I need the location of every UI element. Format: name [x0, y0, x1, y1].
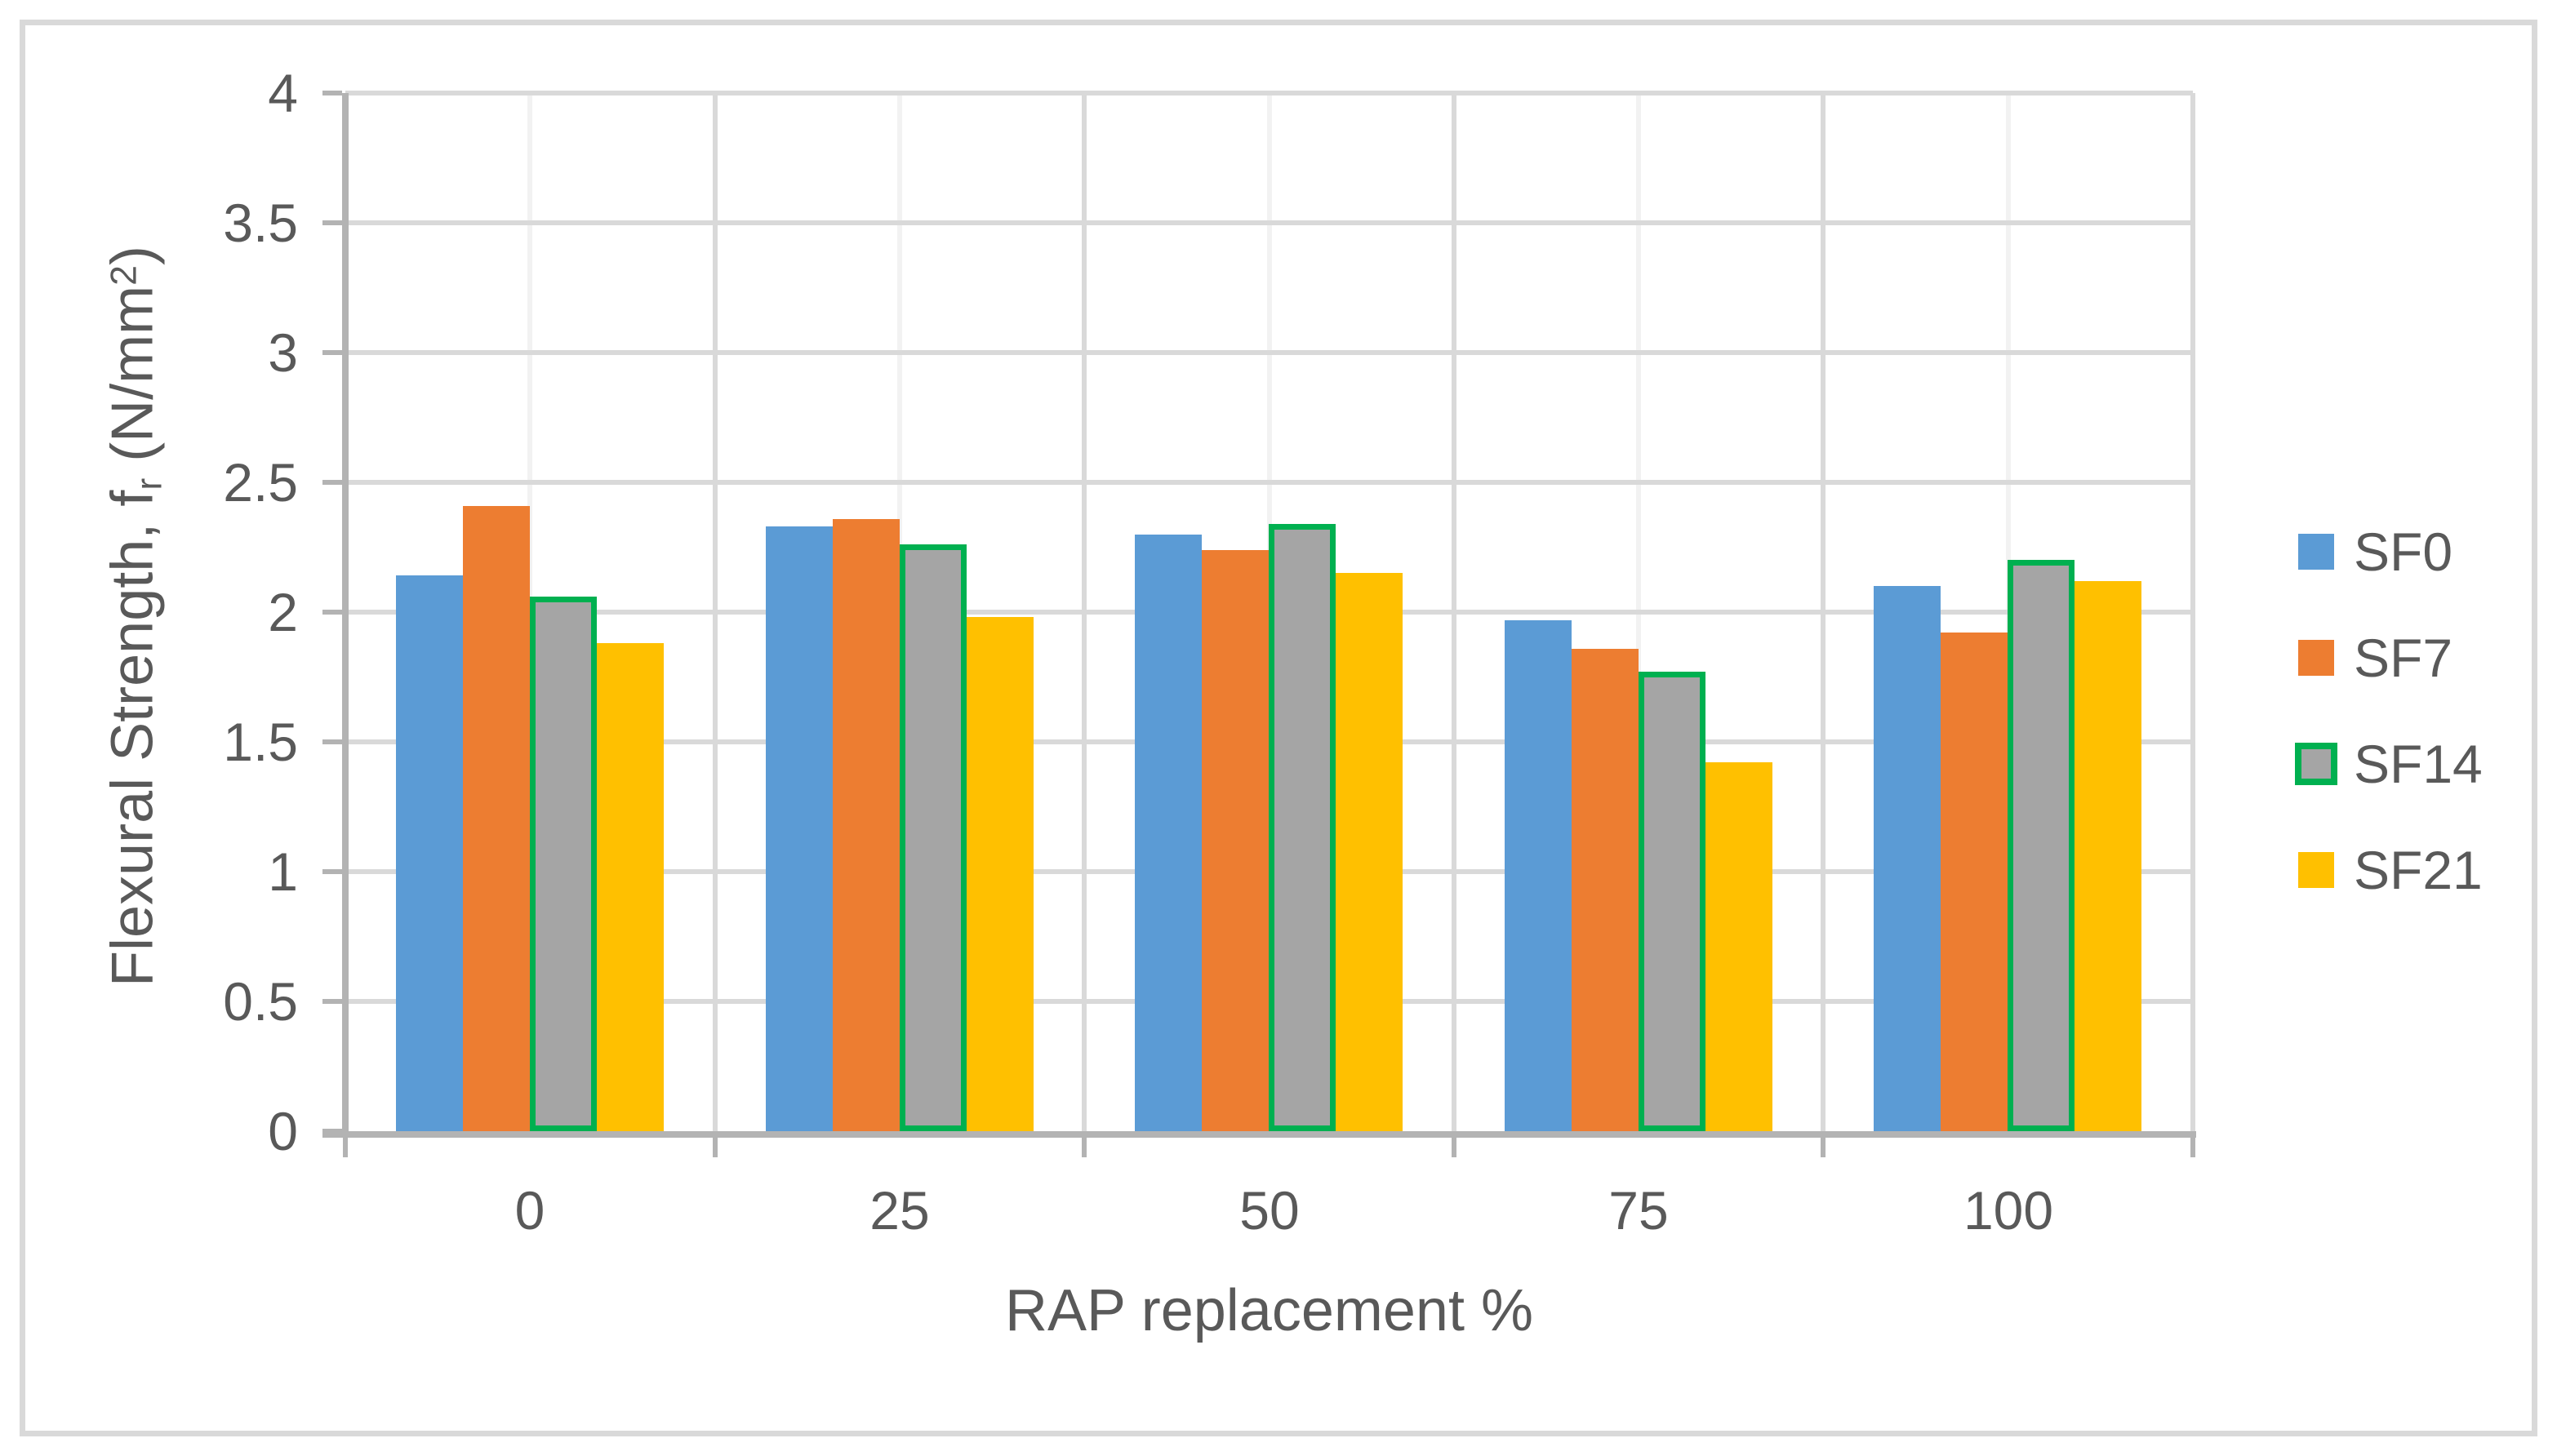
legend-item-SF21: SF21 [2298, 840, 2483, 900]
bar-SF7-25 [833, 519, 900, 1131]
bar-SF14-100 [2008, 560, 2075, 1131]
bar-SF7-50 [1202, 550, 1269, 1131]
y-axis-tick [322, 869, 342, 874]
bar-SF21-75 [1705, 762, 1772, 1131]
bar-SF14-25 [900, 544, 967, 1131]
gridline-horizontal-major [345, 91, 2193, 95]
bar-SF0-0 [396, 575, 463, 1131]
legend-item-SF0: SF0 [2298, 522, 2453, 582]
legend-label-SF21: SF21 [2354, 840, 2483, 900]
y-axis-tick-label: 4 [268, 63, 298, 123]
x-axis-tick [1452, 1138, 1456, 1157]
bar-SF21-100 [2075, 581, 2141, 1131]
legend-swatch-SF21 [2298, 852, 2334, 888]
legend-swatch-SF14 [2295, 743, 2337, 785]
y-axis-title-text-mid: (N/mm [100, 285, 166, 478]
bar-SF14-0 [530, 597, 597, 1131]
x-axis-tick-label: 75 [1608, 1180, 1669, 1241]
legend-item-SF14: SF14 [2295, 734, 2483, 794]
bar-SF21-0 [597, 643, 664, 1131]
y-axis-tick-label: 3 [268, 322, 298, 383]
y-axis-tick-label: 1.5 [223, 712, 298, 772]
y-axis-tick-label: 1 [268, 841, 298, 902]
y-axis-line [342, 93, 349, 1138]
x-axis-tick [343, 1138, 348, 1157]
bar-SF21-50 [1336, 573, 1403, 1131]
x-axis-tick-label: 100 [1963, 1180, 2054, 1241]
bar-SF21-25 [967, 617, 1034, 1131]
x-axis-title: RAP replacement % [1005, 1278, 1533, 1343]
y-axis-tick-label: 2 [268, 582, 298, 642]
legend-swatch-SF0 [2298, 534, 2334, 570]
bar-SF14-75 [1639, 672, 1705, 1131]
y-axis-title-superscript: 2 [104, 265, 145, 286]
y-axis-tick [322, 220, 342, 225]
legend-item-SF7: SF7 [2298, 628, 2453, 688]
x-axis-tick-label: 0 [514, 1180, 545, 1241]
y-axis-tick [322, 739, 342, 744]
gridline-horizontal-major [345, 220, 2193, 225]
bar-SF0-75 [1505, 620, 1572, 1131]
gridline-horizontal-major [345, 480, 2193, 485]
bar-SF0-50 [1135, 535, 1202, 1131]
x-axis-tick [1821, 1138, 1825, 1157]
y-axis-tick-label: 3.5 [223, 193, 298, 253]
x-axis-tick-label: 50 [1239, 1180, 1300, 1241]
bar-SF7-0 [463, 506, 530, 1131]
bar-SF7-100 [1941, 633, 2008, 1131]
legend-label-SF7: SF7 [2354, 628, 2453, 688]
y-axis-tick-label: 0.5 [223, 971, 298, 1032]
y-axis-tick [322, 1129, 342, 1134]
x-axis-tick [713, 1138, 718, 1157]
bar-SF0-25 [766, 526, 833, 1131]
x-axis-tick [1082, 1138, 1087, 1157]
y-axis-tick-label: 2.5 [223, 452, 298, 513]
x-axis-line [322, 1131, 2196, 1138]
gridline-horizontal-major [345, 350, 2193, 355]
y-axis-tick [322, 91, 342, 95]
y-axis-tick [322, 350, 342, 355]
x-axis-tick-label: 25 [869, 1180, 930, 1241]
bar-SF14-50 [1269, 524, 1336, 1131]
legend-swatch-SF7 [2298, 640, 2334, 676]
bar-SF7-75 [1572, 649, 1639, 1131]
y-axis-tick [322, 999, 342, 1004]
y-axis-tick-label: 0 [268, 1101, 298, 1161]
legend-label-SF0: SF0 [2354, 522, 2453, 582]
x-axis-tick [2190, 1138, 2195, 1157]
legend-label-SF14: SF14 [2354, 734, 2483, 794]
y-axis-tick [322, 480, 342, 485]
y-axis-tick [322, 610, 342, 615]
bar-SF0-100 [1874, 586, 1941, 1131]
gridline-vertical-major [2190, 93, 2195, 1131]
